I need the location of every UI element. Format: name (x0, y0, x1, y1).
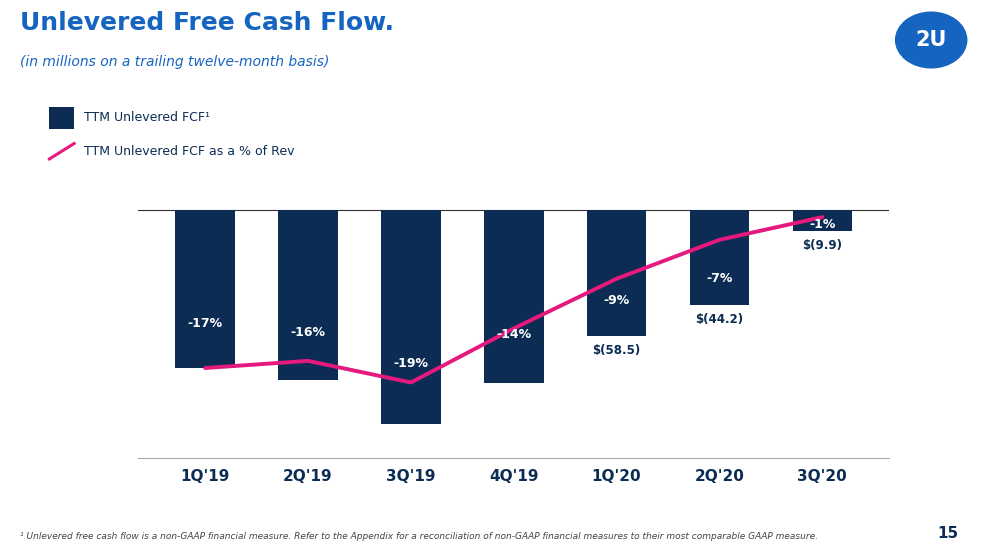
Bar (587, 210, 646, 336)
Bar (381, 210, 441, 424)
Text: Unlevered Free Cash Flow.: Unlevered Free Cash Flow. (20, 11, 394, 35)
Text: $(73.3): $(73.3) (181, 375, 229, 389)
Text: ¹ Unlevered free cash flow is a non-GAAP financial measure. Refer to the Appendi: ¹ Unlevered free cash flow is a non-GAAP… (20, 532, 818, 541)
Text: $(80.3): $(80.3) (490, 391, 537, 404)
Text: -19%: -19% (393, 357, 429, 370)
Text: $(44.2): $(44.2) (696, 312, 744, 326)
Bar (690, 210, 749, 305)
Circle shape (895, 12, 966, 68)
Text: -9%: -9% (604, 294, 629, 307)
Text: -14%: -14% (496, 328, 532, 341)
Bar (484, 210, 543, 383)
Bar (792, 210, 853, 231)
Text: $(58.5): $(58.5) (593, 343, 641, 357)
Bar (175, 210, 235, 368)
Text: 15: 15 (938, 526, 958, 541)
Text: -16%: -16% (290, 326, 325, 339)
Bar (279, 210, 338, 380)
Text: -7%: -7% (706, 272, 733, 285)
Text: -1%: -1% (809, 219, 836, 231)
Text: 2U: 2U (916, 30, 947, 50)
Text: (in millions on a trailing twelve-month basis): (in millions on a trailing twelve-month … (20, 55, 329, 69)
Text: $(99.1): $(99.1) (387, 431, 435, 444)
Text: TTM Unlevered FCF¹: TTM Unlevered FCF¹ (84, 110, 210, 124)
Text: -17%: -17% (188, 317, 222, 330)
Text: $(9.9): $(9.9) (802, 238, 843, 252)
Text: $(79.0): $(79.0) (284, 388, 332, 401)
Text: TTM Unlevered FCF as a % of Rev: TTM Unlevered FCF as a % of Rev (84, 145, 294, 158)
